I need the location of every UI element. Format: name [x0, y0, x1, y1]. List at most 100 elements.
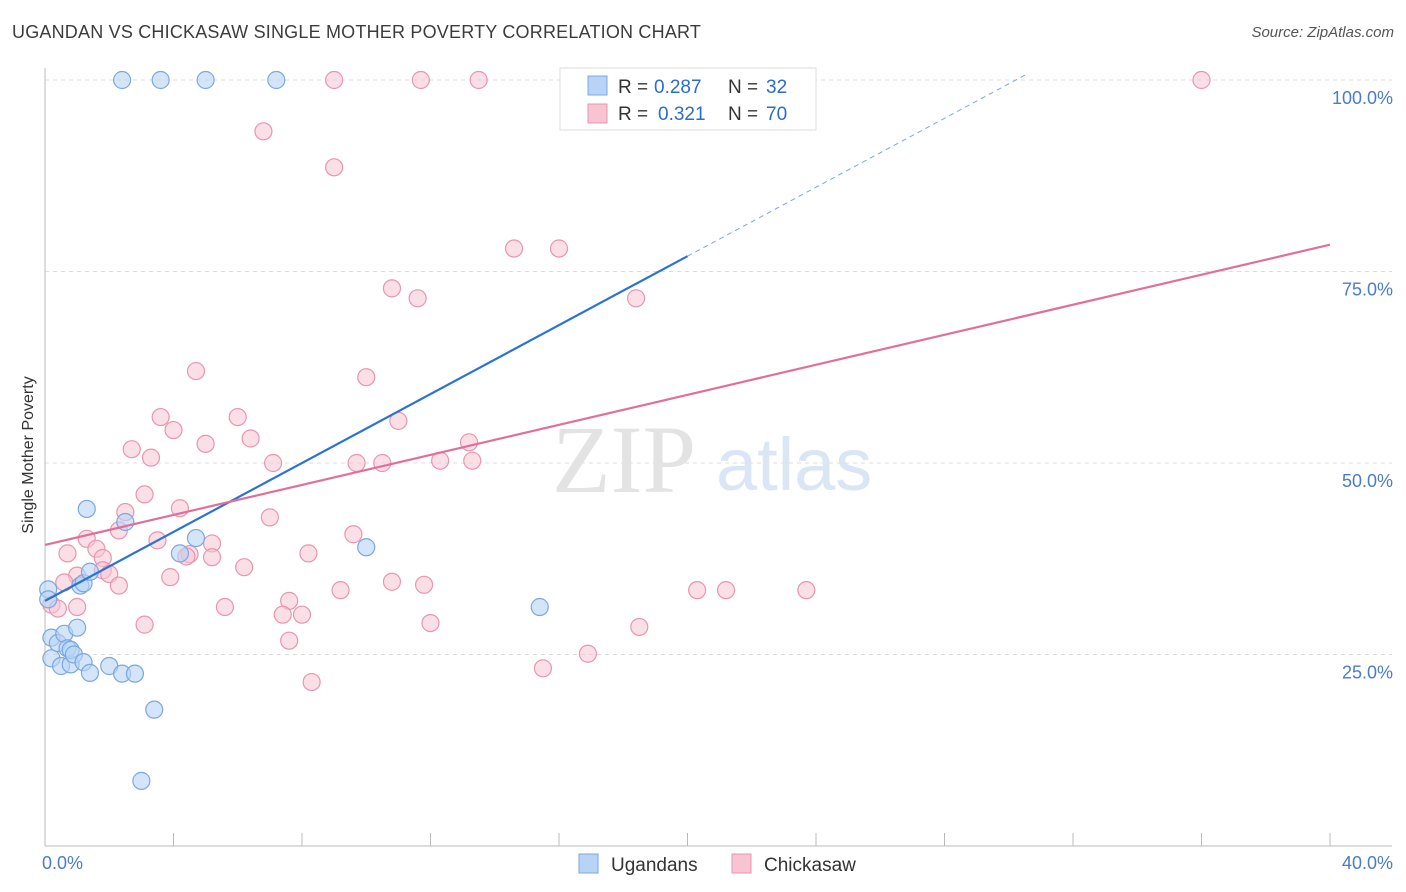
y-tick-labels: 25.0% 50.0% 75.0% 100.0% [1332, 88, 1393, 683]
legend-n-label-ugandans: N = [728, 77, 758, 98]
point-chickasaw-64 [421, 613, 440, 633]
point-chickasaw-8 [382, 279, 402, 298]
point-chickasaw-30 [260, 508, 279, 527]
point-ugandans-2 [196, 70, 215, 90]
point-chickasaw-18 [196, 434, 215, 453]
point-chickasaw-42 [299, 544, 318, 563]
point-chickasaw-55 [797, 581, 816, 600]
point-chickasaw-16 [164, 420, 183, 440]
point-chickasaw-62 [292, 605, 312, 624]
point-ugandans-29 [186, 528, 206, 548]
trend-line-ugandans-extension [687, 74, 1026, 257]
point-chickasaw-65 [630, 617, 649, 637]
legend-r-value-chickasaw: 0.321 [658, 104, 706, 125]
point-chickasaw-51 [414, 575, 434, 594]
trend-lines [44, 74, 1331, 602]
point-ugandans-30 [357, 538, 376, 557]
point-chickasaw-2 [469, 70, 488, 90]
point-chickasaw-12 [357, 368, 376, 387]
point-chickasaw-32 [344, 525, 363, 544]
point-chickasaw-11 [186, 361, 206, 381]
legend-bottom: Ugandans Chickasaw [578, 853, 856, 876]
point-ugandans-25 [125, 664, 145, 683]
point-chickasaw-67 [578, 644, 598, 663]
legend-bottom-swatch-chickasaw [731, 853, 752, 874]
legend-swatch-chickasaw [587, 103, 608, 124]
x-tick-label-min: 0.0% [42, 853, 83, 873]
point-chickasaw-58 [68, 597, 87, 617]
point-chickasaw-1 [411, 70, 430, 90]
point-chickasaw-13 [151, 407, 170, 427]
legend-n-value-ugandans: 32 [766, 77, 787, 98]
y-tick-label-100: 100.0% [1332, 88, 1393, 108]
watermark-atlas: atlas [716, 423, 872, 506]
legend-r-label-ugandans: R = [618, 77, 648, 98]
watermark-zip: ZIP [552, 406, 696, 513]
point-chickasaw-5 [325, 158, 344, 177]
legend-bottom-label-ugandans: Ugandans [611, 855, 698, 876]
point-chickasaw-37 [58, 544, 77, 563]
x-tick-labels: 0.0% 40.0% [42, 853, 1393, 873]
point-ugandans-19 [77, 499, 96, 519]
chart-title: UGANDAN VS CHICKASAW SINGLE MOTHER POVER… [12, 22, 702, 42]
point-chickasaw-20 [122, 440, 141, 459]
point-chickasaw-41 [202, 548, 222, 567]
y-axis-title: Single Mother Poverty [20, 376, 37, 533]
trend-line-chickasaw [44, 243, 1331, 547]
y-tick-label-75: 75.0% [1342, 280, 1393, 300]
y-tick-label-25: 25.0% [1342, 663, 1393, 683]
legend-n-value-chickasaw: 70 [766, 104, 787, 125]
legend-r-label-chickasaw: R = [618, 104, 648, 125]
point-chickasaw-49 [109, 576, 128, 595]
point-chickasaw-24 [373, 453, 392, 473]
point-chickasaw-7 [549, 239, 569, 258]
point-chickasaw-43 [235, 558, 254, 577]
point-chickasaw-54 [716, 581, 736, 600]
legend-bottom-label-chickasaw: Chickasaw [764, 855, 856, 876]
point-ugandans-3 [267, 70, 286, 90]
point-ugandans-0 [112, 70, 132, 90]
trend-line-ugandans [44, 255, 689, 602]
legend-r-value-ugandans: 0.287 [654, 77, 702, 98]
point-chickasaw-52 [331, 581, 350, 600]
point-chickasaw-10 [626, 289, 646, 308]
point-chickasaw-68 [533, 659, 553, 678]
point-chickasaw-63 [135, 615, 154, 634]
point-ugandans-27 [145, 700, 164, 719]
point-ugandans-28 [170, 544, 190, 563]
point-chickasaw-17 [241, 429, 260, 448]
point-chickasaw-50 [382, 572, 402, 591]
point-ugandans-15 [68, 618, 87, 637]
point-chickasaw-59 [215, 597, 234, 617]
point-chickasaw-53 [688, 581, 707, 600]
legend-swatch-ugandans [587, 75, 608, 96]
axes [44, 68, 1392, 847]
legend-top: R = 0.287 N = 32 R = 0.321 N = 70 [559, 67, 817, 131]
legend-n-label-chickasaw: N = [728, 104, 758, 125]
point-chickasaw-9 [408, 289, 427, 308]
point-chickasaw-69 [302, 672, 321, 692]
point-chickasaw-26 [463, 451, 482, 470]
point-chickasaw-22 [263, 453, 283, 473]
point-chickasaw-47 [161, 568, 180, 587]
point-ugandans-1 [151, 70, 170, 90]
point-chickasaw-0 [325, 70, 344, 90]
point-ugandans-26 [132, 771, 151, 790]
point-chickasaw-23 [347, 453, 366, 473]
y-tick-label-50: 50.0% [1342, 471, 1393, 491]
point-chickasaw-14 [228, 407, 247, 427]
watermark: ZIP atlas [552, 406, 872, 513]
point-chickasaw-6 [504, 239, 524, 258]
series-ugandans-points [39, 70, 549, 790]
point-ugandans-21 [80, 663, 100, 682]
legend-bottom-swatch-ugandans [578, 853, 599, 874]
point-ugandans-31 [530, 597, 549, 617]
series-chickasaw-points [42, 70, 1211, 692]
point-chickasaw-27 [135, 485, 154, 504]
point-chickasaw-3 [1192, 70, 1211, 90]
point-chickasaw-4 [254, 122, 273, 141]
source-credit: Source: ZipAtlas.com [1251, 24, 1394, 41]
point-chickasaw-61 [273, 605, 292, 624]
x-tick-label-max: 40.0% [1342, 853, 1393, 873]
